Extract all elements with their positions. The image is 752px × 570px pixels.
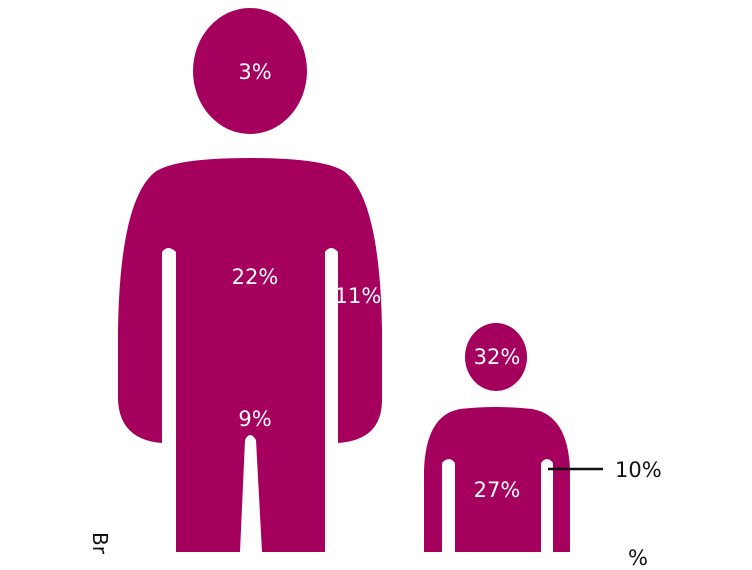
figures-illustration (118, 8, 603, 552)
child-partial-label: % (628, 546, 648, 570)
child-torso-label: 27% (473, 478, 521, 502)
child-head (465, 323, 527, 391)
adult-head-label: 3% (238, 60, 272, 84)
child-arm-label: 10% (615, 458, 662, 482)
adult-torso-label: 22% (231, 265, 279, 289)
adult-head (193, 8, 307, 134)
adult-body (118, 158, 382, 552)
adult-legs-label: 9% (238, 407, 272, 431)
child-head-label: 32% (473, 345, 521, 369)
adult-arm-label: 11% (334, 284, 382, 308)
side-text: Br (88, 532, 112, 554)
child-body (424, 407, 570, 552)
